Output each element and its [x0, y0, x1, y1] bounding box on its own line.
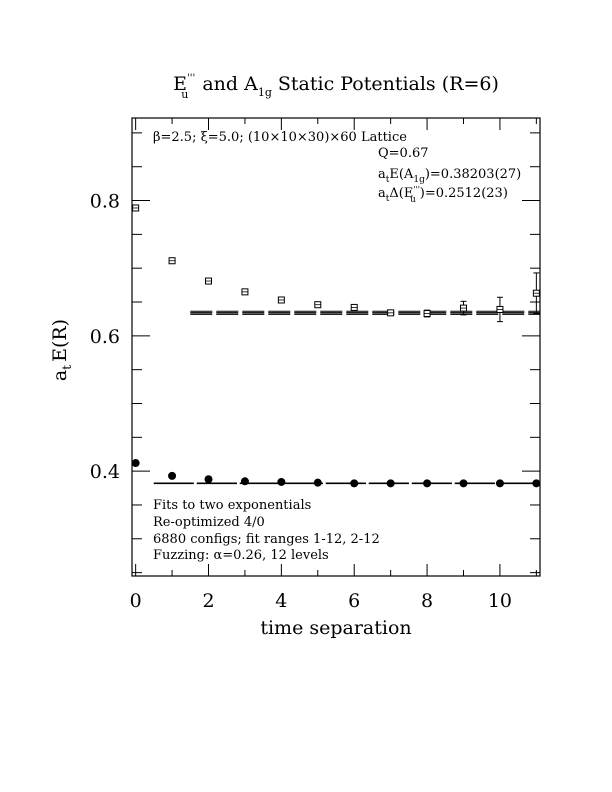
x-tick-label: 4 — [275, 590, 287, 612]
data-point-circle — [168, 471, 177, 480]
y-axis-label: atE(R) — [49, 319, 74, 381]
annotation-q: Q=0.67 — [378, 146, 429, 161]
data-point-circle — [532, 479, 541, 488]
annotation-fit-line-3: 6880 configs; fit ranges 1-12, 2-12 — [153, 532, 380, 547]
axis-ticks — [132, 118, 540, 576]
data-point-circle — [350, 479, 359, 488]
plot-frame — [131, 117, 541, 577]
y-tick-label: 0.4 — [90, 461, 120, 483]
data-point-circle — [313, 478, 322, 487]
fit-lines — [153, 310, 540, 485]
data-point-circle — [277, 477, 286, 486]
annotation-e-a1g: atE(A1g)=0.38203(27) — [378, 167, 521, 185]
data-point-circle — [204, 475, 213, 484]
annotation-fit-line-4: Fuzzing: α=0.26, 12 levels — [153, 548, 329, 563]
x-tick-label: 0 — [130, 590, 142, 612]
annotation-fit-line-1: Fits to two exponentials — [153, 498, 311, 513]
x-axis-label: time separation — [260, 617, 411, 639]
data-point-circle — [240, 477, 249, 486]
chart-title: E''' u and A1g Static Potentials (R=6) — [173, 73, 499, 101]
data-point-circle — [131, 459, 140, 468]
x-tick-label: 6 — [348, 590, 360, 612]
data-point-circle — [386, 479, 395, 488]
data-point-circle — [459, 479, 468, 488]
y-tick-label: 0.6 — [90, 326, 120, 348]
data-point-circle — [423, 479, 432, 488]
x-tick-label: 10 — [488, 590, 512, 612]
annotation-fit-line-2: Re-optimized 4/0 — [153, 515, 265, 530]
data-point-circle — [495, 479, 504, 488]
axis-tick-labels: 0 2 4 6 8 10 0.4 0.6 0.8 — [90, 191, 512, 612]
annotation-lattice: β=2.5; ξ=5.0; (10×10×30)×60 Lattice — [153, 130, 407, 145]
x-tick-label: 2 — [202, 590, 214, 612]
annotation-delta-e: atΔ(E''' u)=0.2512(23) — [378, 185, 508, 205]
x-tick-label: 8 — [421, 590, 433, 612]
data-points — [131, 204, 541, 488]
y-tick-label: 0.8 — [90, 191, 120, 213]
